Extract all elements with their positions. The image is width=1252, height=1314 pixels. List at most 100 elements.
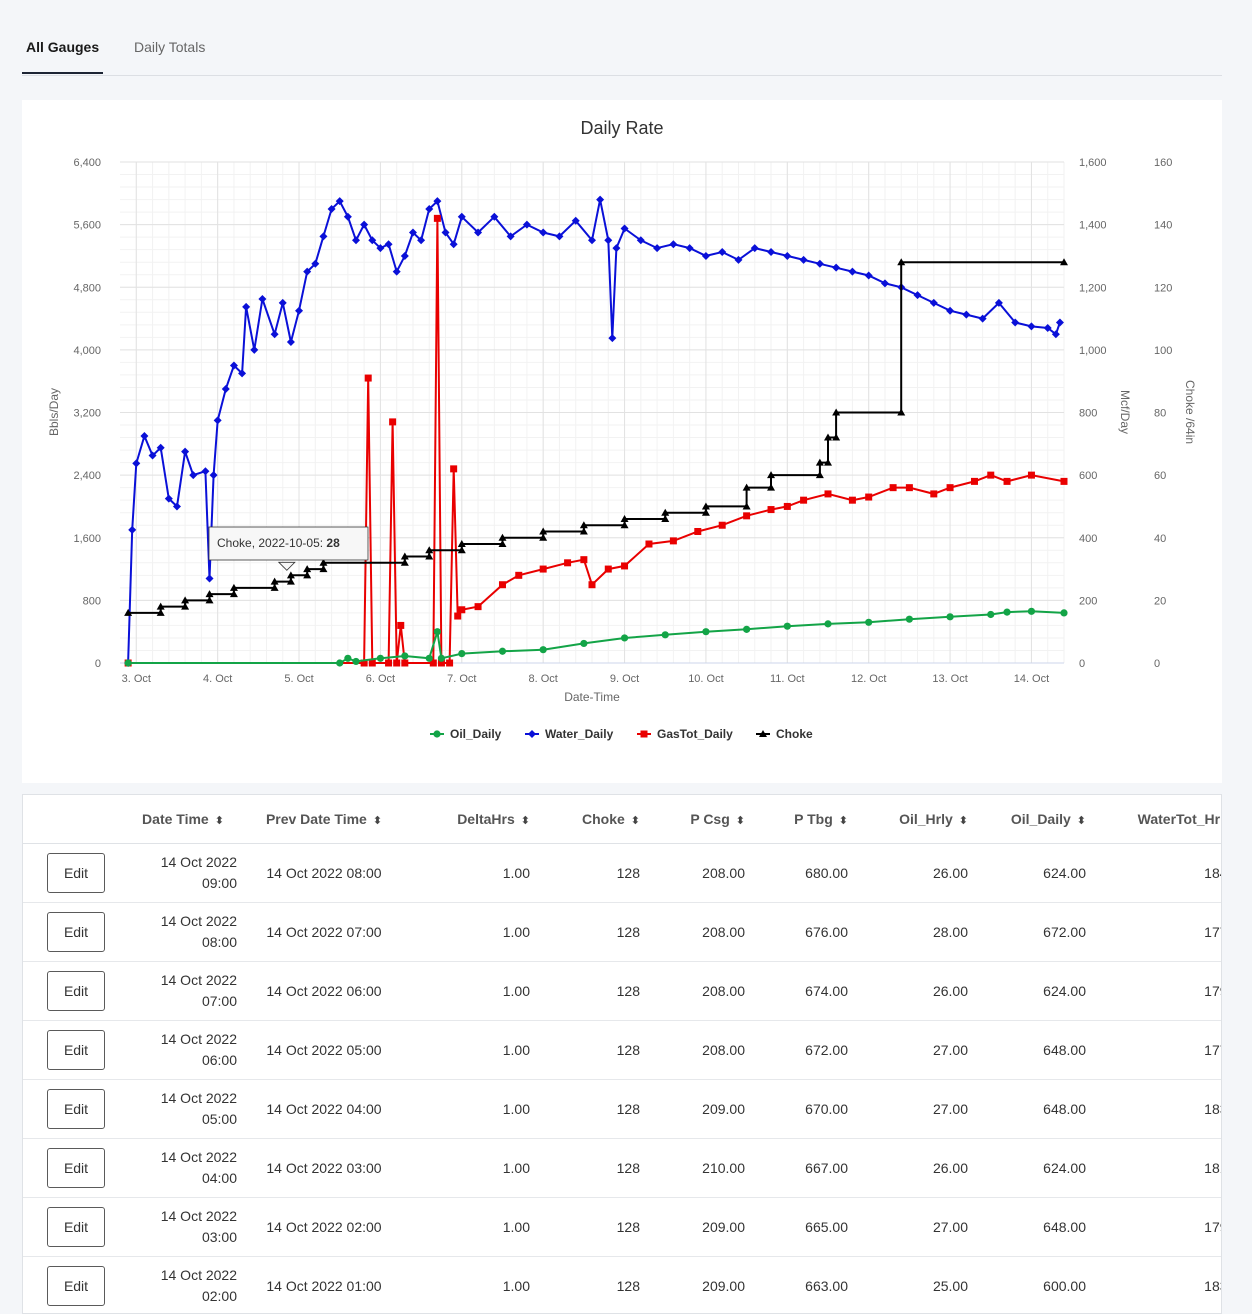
data-point xyxy=(701,251,710,260)
edit-button[interactable]: Edit xyxy=(47,1088,105,1129)
data-point xyxy=(580,556,588,564)
edit-button[interactable]: Edit xyxy=(47,911,105,952)
data-point xyxy=(446,659,454,667)
chart-card: Daily Rate 0 800 1,600 2,400 3,200 4,000 4,800… xyxy=(22,100,1222,783)
data-point xyxy=(393,659,401,667)
y-right-axis-title: Choke /64in xyxy=(1183,380,1197,444)
legend-label: Oil_Daily xyxy=(450,727,502,741)
data-point xyxy=(767,483,776,491)
data-point xyxy=(579,521,588,529)
sort-icon[interactable]: ⬍ xyxy=(958,814,968,827)
data-point xyxy=(258,294,267,303)
col-header-delta-hrs[interactable]: DeltaHrs ⬍ xyxy=(411,795,536,844)
legend-label: Choke xyxy=(776,727,813,741)
p-tbg-cell: 680.00 xyxy=(751,843,854,903)
sort-icon[interactable]: ⬍ xyxy=(372,814,383,827)
tab-all-gauges[interactable]: All Gauges xyxy=(21,39,104,74)
data-point xyxy=(718,521,726,529)
data-point xyxy=(433,214,441,222)
edit-button[interactable]: Edit xyxy=(47,1206,105,1247)
sort-icon[interactable]: ⬍ xyxy=(735,814,745,827)
tooltip-value: 28 xyxy=(326,536,340,550)
sort-icon[interactable]: ⬍ xyxy=(838,814,848,827)
sort-icon[interactable]: ⬍ xyxy=(214,814,224,827)
data-point xyxy=(205,596,214,604)
data-point xyxy=(425,546,434,554)
col-header-p-tbg[interactable]: P Tbg ⬍ xyxy=(751,795,854,844)
edit-button[interactable]: Edit xyxy=(47,1147,105,1188)
sort-icon[interactable]: ⬍ xyxy=(630,814,640,827)
x-tick-label: 13. Oct xyxy=(932,673,967,685)
data-point xyxy=(555,232,564,241)
date-time-date: 14 Oct 2022 xyxy=(160,1207,237,1224)
delta-hrs-cell: 1.00 xyxy=(411,1256,536,1313)
date-time-cell: 14 Oct 2022 07:00 xyxy=(129,961,237,1021)
col-header-p-csg[interactable]: P Csg ⬍ xyxy=(646,795,751,844)
data-point xyxy=(437,654,446,662)
tab-daily-totals[interactable]: Daily Totals xyxy=(134,39,206,55)
y-left-tick-label: 6,400 xyxy=(73,157,101,169)
edit-button[interactable]: Edit xyxy=(47,1029,105,1070)
data-point xyxy=(645,540,653,548)
data-point xyxy=(376,654,385,662)
date-time-date: 14 Oct 2022 xyxy=(160,1030,237,1047)
series-gastot_daily xyxy=(124,214,1068,667)
data-point xyxy=(425,204,434,213)
date-time-date: 14 Oct 2022 xyxy=(160,971,237,988)
col-header-oil-daily[interactable]: Oil_Daily ⬍ xyxy=(974,795,1092,844)
col-header-choke[interactable]: Choke ⬍ xyxy=(536,795,646,844)
col-header-oil-hrly[interactable]: Oil_Hrly ⬍ xyxy=(854,795,974,844)
edit-button[interactable]: Edit xyxy=(47,970,105,1011)
sort-icon[interactable]: ⬍ xyxy=(520,814,530,827)
data-point xyxy=(229,361,238,370)
data-point xyxy=(815,471,824,479)
data-point xyxy=(767,506,775,514)
series-oil_daily xyxy=(124,607,1068,667)
data-point xyxy=(864,271,873,280)
data-point xyxy=(612,244,621,253)
data-point xyxy=(397,621,405,629)
y-left-tick-label: 3,200 xyxy=(73,408,101,420)
data-point xyxy=(181,602,190,610)
data-point xyxy=(164,494,173,503)
data-point xyxy=(832,433,841,441)
x-tick-label: 8. Oct xyxy=(529,673,558,685)
x-tick-label: 5. Oct xyxy=(284,673,313,685)
col-header-date-time[interactable]: Date Time ⬍ xyxy=(129,795,237,844)
data-point xyxy=(128,525,137,534)
y-left-tick-label: 4,000 xyxy=(73,345,101,357)
data-point xyxy=(694,527,702,535)
data-point xyxy=(743,625,751,633)
daily-rate-chart: Daily Rate 08001,6002,4003,2004,0004,800… xyxy=(47,118,1197,741)
edit-cell: Edit xyxy=(23,1020,129,1080)
col-header-prev-date-time[interactable]: Prev Date Time ⬍ xyxy=(237,795,411,844)
sort-icon[interactable]: ⬍ xyxy=(1076,814,1086,827)
data-point xyxy=(498,581,506,589)
data-point xyxy=(335,197,344,206)
series-line xyxy=(127,199,1061,664)
edit-button[interactable]: Edit xyxy=(47,1265,105,1306)
data-point xyxy=(767,248,776,257)
data-point xyxy=(522,220,531,229)
p-csg-cell: 209.00 xyxy=(646,1197,751,1257)
data-point xyxy=(384,240,393,249)
edit-button[interactable]: Edit xyxy=(47,852,105,893)
edit-cell: Edit xyxy=(23,902,129,962)
col-header-watertot-hrly[interactable]: WaterTot_Hrly⬍ xyxy=(1092,795,1221,844)
chart-title: Daily Rate xyxy=(580,118,663,138)
data-point xyxy=(229,590,238,598)
p-tbg-cell: 670.00 xyxy=(751,1079,854,1139)
choke-cell: 128 xyxy=(536,902,646,962)
tooltip-text: Choke, 2022-10-05: 28 xyxy=(217,536,340,550)
data-point xyxy=(156,443,165,452)
data-point xyxy=(242,302,251,311)
data-point xyxy=(742,502,751,510)
y-left-axis-title: Bbls/Day xyxy=(47,388,61,436)
data-point xyxy=(661,508,670,516)
data-point xyxy=(498,647,507,655)
data-point xyxy=(897,258,906,266)
watertot-hrly-cell: 183.00 xyxy=(1092,1256,1221,1313)
p-csg-cell: 208.00 xyxy=(646,1020,751,1080)
p-csg-cell: 210.00 xyxy=(646,1138,751,1198)
date-time-cell: 14 Oct 2022 02:00 xyxy=(129,1256,237,1313)
